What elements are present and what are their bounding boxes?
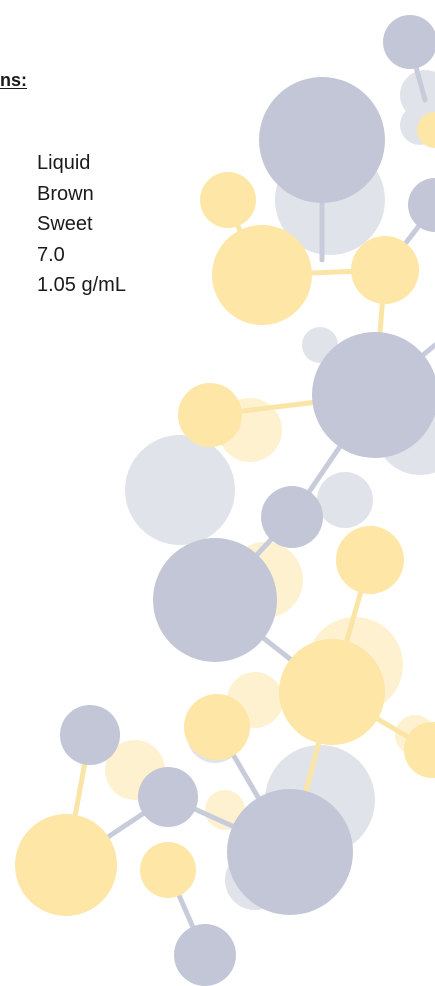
yellow-atoms: [15, 112, 435, 916]
atom: [138, 767, 198, 827]
atom: [212, 225, 312, 325]
atom: [404, 722, 435, 778]
atom: [153, 538, 277, 662]
atom: [174, 924, 236, 986]
faint-circle: [317, 472, 373, 528]
value-state: Liquid: [37, 152, 91, 174]
atom: [336, 526, 404, 594]
atom: [351, 236, 419, 304]
atom: [259, 77, 385, 203]
atom: [383, 15, 435, 69]
atom: [200, 172, 256, 228]
atom: [417, 112, 435, 148]
atom: [312, 332, 435, 458]
section-heading: ns:: [0, 70, 27, 90]
atom: [140, 842, 196, 898]
value-density: 1.05 g/mL: [37, 274, 126, 296]
atom: [261, 486, 323, 548]
value-taste: Sweet: [37, 213, 93, 235]
atom: [178, 383, 242, 447]
atom: [227, 789, 353, 915]
atom: [15, 814, 117, 916]
value-color: Brown: [37, 182, 94, 205]
faint-circle: [125, 435, 235, 545]
atom: [279, 639, 385, 745]
value-ph: 7.0: [37, 243, 65, 266]
atom: [60, 705, 120, 765]
atom: [408, 178, 435, 232]
blue-atoms: [60, 15, 435, 986]
atom: [184, 694, 250, 760]
property-values-list: Liquid Brown Sweet 7.0 1.05 g/mL: [37, 148, 126, 301]
